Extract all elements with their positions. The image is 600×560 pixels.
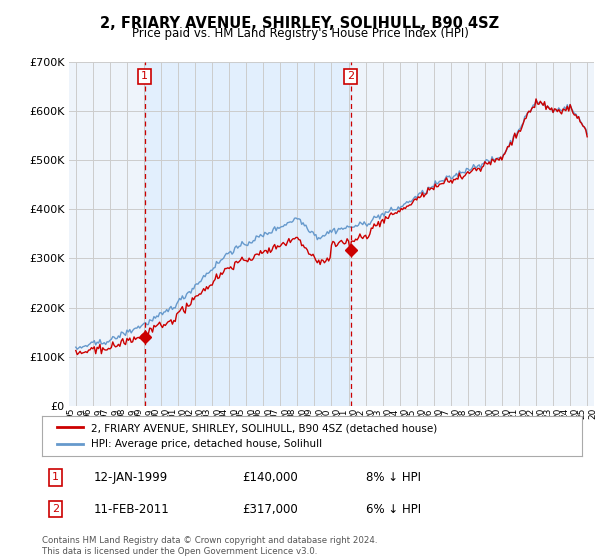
Text: £317,000: £317,000 xyxy=(242,502,298,516)
Legend: 2, FRIARY AVENUE, SHIRLEY, SOLIHULL, B90 4SZ (detached house), HPI: Average pric: 2, FRIARY AVENUE, SHIRLEY, SOLIHULL, B90… xyxy=(53,419,442,454)
Text: 2, FRIARY AVENUE, SHIRLEY, SOLIHULL, B90 4SZ: 2, FRIARY AVENUE, SHIRLEY, SOLIHULL, B90… xyxy=(100,16,500,31)
Text: £140,000: £140,000 xyxy=(242,471,298,484)
Bar xyxy=(145,62,350,406)
Text: 6% ↓ HPI: 6% ↓ HPI xyxy=(366,502,421,516)
Text: 2: 2 xyxy=(347,71,354,81)
Text: 12-JAN-1999: 12-JAN-1999 xyxy=(94,471,167,484)
Text: 2: 2 xyxy=(52,504,59,514)
Text: Contains HM Land Registry data © Crown copyright and database right 2024.
This d: Contains HM Land Registry data © Crown c… xyxy=(42,536,377,556)
Text: 1: 1 xyxy=(141,71,148,81)
Text: 8% ↓ HPI: 8% ↓ HPI xyxy=(366,471,421,484)
Text: 1: 1 xyxy=(52,473,59,483)
Text: Price paid vs. HM Land Registry's House Price Index (HPI): Price paid vs. HM Land Registry's House … xyxy=(131,27,469,40)
Text: 11-FEB-2011: 11-FEB-2011 xyxy=(94,502,169,516)
